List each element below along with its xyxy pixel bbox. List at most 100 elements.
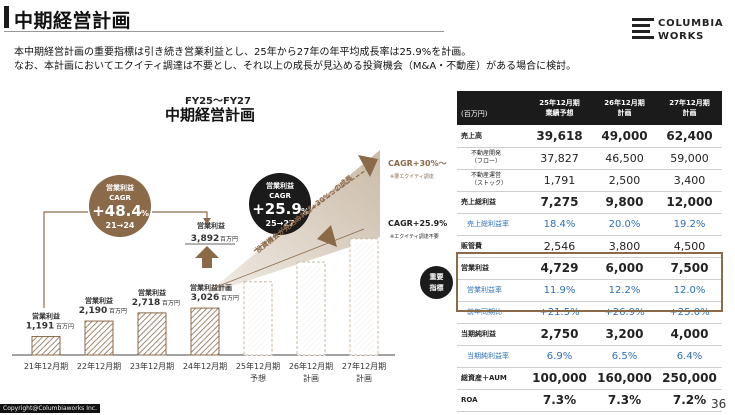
- trend-arrowhead-upper: [358, 155, 378, 177]
- table-row: 営業利益率 11.9% 12.2% 12.0%: [457, 279, 722, 302]
- cagr-plan-sub: CAGR: [269, 192, 291, 200]
- row-label: 売上総利益: [457, 191, 527, 214]
- table-col-header: 25年12月期 業績予想: [527, 91, 592, 125]
- row-value: 6.4%: [657, 345, 722, 368]
- description-line-2: なお、本計画においてエクイティ調達は不要とし、それ以上の成長が見込める投資機会（…: [14, 61, 577, 72]
- chart-period: FY25～FY27: [185, 96, 251, 107]
- trend-line-base: [210, 228, 365, 290]
- cagr-plan-circle: [249, 173, 311, 235]
- row-value: 3,800: [592, 235, 657, 258]
- table-row: 前年同期比 +21.5% +26.9% +25.0%: [457, 301, 722, 324]
- cagr-plan-title: 営業利益: [266, 181, 294, 190]
- table-row: 不動産開発 （フロー） 37,827 46,500 59,000: [457, 147, 722, 170]
- row-value: 19.2%: [657, 213, 722, 236]
- bar-unit-label: 百万円: [221, 295, 239, 302]
- x-tick-label: 21年12月期: [24, 361, 68, 371]
- x-tick-sub-label: 計画: [356, 373, 372, 383]
- x-tick-label: 23年12月期: [130, 361, 174, 371]
- bar-1: [84, 320, 114, 356]
- row-value: 3,400: [657, 169, 722, 192]
- table-row: 当期純利益 2,750 3,200 4,000: [457, 323, 722, 346]
- cagr-past-value: +48.4: [92, 202, 142, 220]
- logo-mark-icon: [632, 18, 654, 42]
- row-label: 売上総利益率: [457, 213, 527, 236]
- table-row: 当期純利益率 6.9% 6.5% 6.4%: [457, 345, 722, 368]
- note-upper-text: ※要エクイティ調達: [390, 173, 434, 180]
- row-label: 販管費: [457, 235, 527, 258]
- row-value: 4,729: [527, 257, 592, 280]
- cagr-past-arrowhead: [203, 218, 211, 224]
- bar-value-label: 3,026: [191, 293, 219, 303]
- row-label: 営業利益率: [457, 279, 527, 302]
- bar-0: [31, 336, 61, 356]
- bar-3: [190, 307, 220, 356]
- row-value: 7,275: [527, 191, 592, 214]
- x-tick-sub-label: 計画: [303, 373, 319, 383]
- row-label: 当期純利益: [457, 323, 527, 346]
- actual-24-title: 営業利益: [197, 221, 225, 230]
- copyright: Copyright@Columbiaworks Inc.: [0, 404, 100, 413]
- table-header-row: (百万円) 25年12月期 業績予想 26年12月期 計画 27年12月期 計画: [457, 91, 722, 125]
- row-value: 7,500: [657, 257, 722, 280]
- row-value: 37,827: [527, 147, 592, 170]
- row-label: 総資産＋AUM: [457, 367, 527, 390]
- x-tick-label: 24年12月期: [183, 361, 227, 371]
- description-line-1: 本中期経営計画の重要指標は引き続き営業利益とし、25年から27年の年平均成長率は…: [14, 47, 472, 58]
- row-value: 49,000: [592, 125, 657, 148]
- page-title: 中期経営計画: [14, 10, 132, 32]
- bar-unit-label: 百万円: [162, 300, 180, 307]
- page-number: 36: [711, 397, 727, 411]
- row-value: 39,618: [527, 125, 592, 148]
- cagr-past-period: 21→24: [106, 221, 135, 230]
- row-value: 18.4%: [527, 213, 592, 236]
- key-metric-badge: 重要 指標: [420, 266, 453, 299]
- logo-text-line1: COLUMBIA: [658, 18, 724, 29]
- table-row: 不動産運営 （ストック） 1,791 2,500 3,400: [457, 169, 722, 192]
- trend-arrowhead-lower: [317, 225, 337, 247]
- bar-2: [137, 312, 167, 356]
- bar-title-label: 営業利益: [85, 296, 113, 305]
- bar-title-label: 営業利益: [32, 312, 60, 321]
- row-value: 2,546: [527, 235, 592, 258]
- note-upper-value: CAGR+30%～: [388, 159, 447, 168]
- bar-value-label: 2,718: [132, 298, 160, 308]
- cagr-past-bracket-left: [43, 211, 88, 308]
- note-lower-value: CAGR+25.9%: [388, 219, 447, 228]
- row-value: 7.3%: [527, 389, 592, 412]
- row-value: 11.9%: [527, 279, 592, 302]
- cagr-past-sub: CAGR: [109, 194, 131, 202]
- bar-value-label: 2,190: [79, 306, 107, 316]
- row-value: 100,000: [527, 367, 592, 390]
- row-value: +21.5%: [527, 301, 592, 324]
- table-row: 総資産＋AUM 100,000 160,000 250,000: [457, 367, 722, 390]
- row-label: 不動産運営 （ストック）: [457, 169, 527, 192]
- table-row: 売上高 39,618 49,000 62,400: [457, 125, 722, 148]
- chart-title: 中期経営計画: [165, 106, 256, 124]
- cagr-plan-value: +25.9: [252, 200, 302, 218]
- bar-fill-5: [301, 266, 321, 351]
- bar-fill-4: [248, 285, 268, 351]
- row-value: 7.3%: [592, 389, 657, 412]
- actual-24-unit: 百万円: [220, 236, 238, 243]
- table-row: 売上総利益率 18.4% 20.0% 19.2%: [457, 213, 722, 236]
- row-value: 6.9%: [527, 345, 592, 368]
- cagr-plan-period: 25→27: [266, 219, 295, 228]
- row-value: 160,000: [592, 367, 657, 390]
- table-col-header: 26年12月期 計画: [592, 91, 657, 125]
- row-value: 1,791: [527, 169, 592, 192]
- actual-24-value: 3,892: [191, 234, 219, 244]
- row-label: ROA: [457, 389, 527, 412]
- logo-text-line2: WORKS: [658, 31, 705, 42]
- key-metric-highlight: [456, 252, 723, 312]
- row-label: 当期純利益率: [457, 345, 527, 368]
- bar-unit-label: 百万円: [56, 324, 74, 331]
- row-value: 46,500: [592, 147, 657, 170]
- row-value: 6.5%: [592, 345, 657, 368]
- row-label: 営業利益: [457, 257, 527, 280]
- bar-unit-label: 百万円: [109, 308, 127, 315]
- note-lower-text: ※エクイティ調達不要: [390, 233, 439, 240]
- row-value: 250,000: [657, 367, 722, 390]
- row-value: 12.2%: [592, 279, 657, 302]
- table-unit-label: (百万円): [457, 91, 527, 125]
